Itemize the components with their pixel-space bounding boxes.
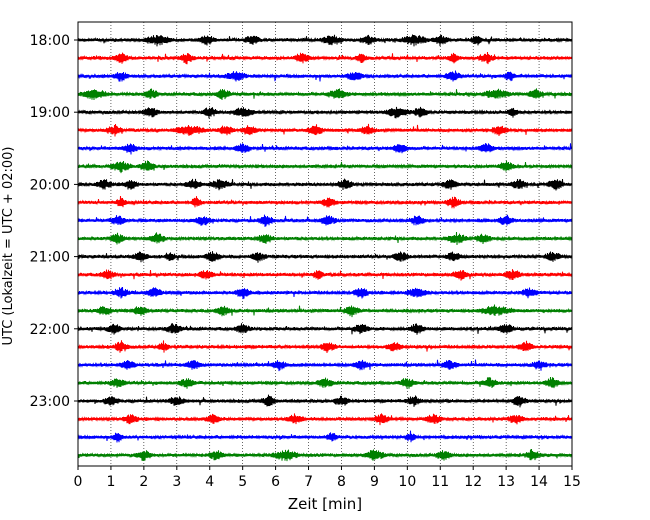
y-tick-label: 18:00: [30, 33, 70, 49]
x-tick-label: 3: [172, 474, 181, 490]
x-tick-label: 6: [271, 474, 280, 490]
x-tick-label: 12: [464, 474, 482, 490]
trace-row: [77, 304, 573, 318]
trace-row: [77, 214, 573, 227]
trace-row: [77, 340, 573, 353]
x-tick-label: 10: [398, 474, 416, 490]
trace-row: [77, 70, 573, 82]
trace-row: [77, 323, 573, 335]
trace-row: [77, 449, 573, 462]
trace-row: [77, 359, 573, 372]
x-axis-label: Zeit [min]: [288, 495, 362, 513]
y-tick-label: 20:00: [30, 177, 70, 193]
trace-row: [77, 160, 573, 174]
trace-row: [77, 269, 573, 281]
y-tick-label: 22:00: [30, 322, 70, 338]
trace-row: [77, 178, 573, 191]
trace-row: [77, 377, 573, 389]
x-tick-label: 1: [106, 474, 115, 490]
trace-row: [77, 413, 573, 426]
x-tick-label: 2: [139, 474, 148, 490]
trace-row: [77, 394, 573, 408]
seismic-traces: [77, 34, 573, 462]
trace-row: [77, 34, 573, 47]
trace-row: [77, 231, 573, 245]
trace-row: [77, 51, 573, 65]
x-tick-label: 7: [304, 474, 313, 490]
x-tick-label: 11: [431, 474, 449, 490]
trace-row: [77, 123, 573, 137]
trace-row: [77, 287, 573, 300]
x-tick-label: 14: [530, 474, 548, 490]
trace-row: [77, 106, 573, 119]
x-tick-label: 13: [497, 474, 515, 490]
trace-row: [77, 88, 573, 101]
plot-frame: [77, 21, 573, 467]
y-tick-label: 19:00: [30, 105, 70, 121]
y-axis-ticks: 18:00 19:00 20:00 21:00 22:00 23:00: [30, 33, 78, 410]
y-tick-label: 23:00: [30, 394, 70, 410]
y-axis-label: UTC (Lokalzeit = UTC + 02:00): [1, 147, 16, 346]
x-tick-label: 8: [337, 474, 346, 490]
x-tick-label: 9: [370, 474, 379, 490]
x-tick-label: 0: [74, 474, 83, 490]
x-tick-label: 5: [238, 474, 247, 490]
x-tick-label: 4: [205, 474, 214, 490]
trace-row: [77, 251, 573, 263]
x-tick-label: 15: [563, 474, 581, 490]
trace-row: [77, 196, 573, 209]
x-axis-ticks: 0 1 2 3 4 5 6 7 8 9 10 11 12 13 14 15: [74, 466, 581, 490]
y-tick-label: 21:00: [30, 250, 70, 266]
trace-row: [77, 143, 573, 155]
grid-lines: [110, 22, 540, 466]
trace-row: [77, 430, 573, 443]
